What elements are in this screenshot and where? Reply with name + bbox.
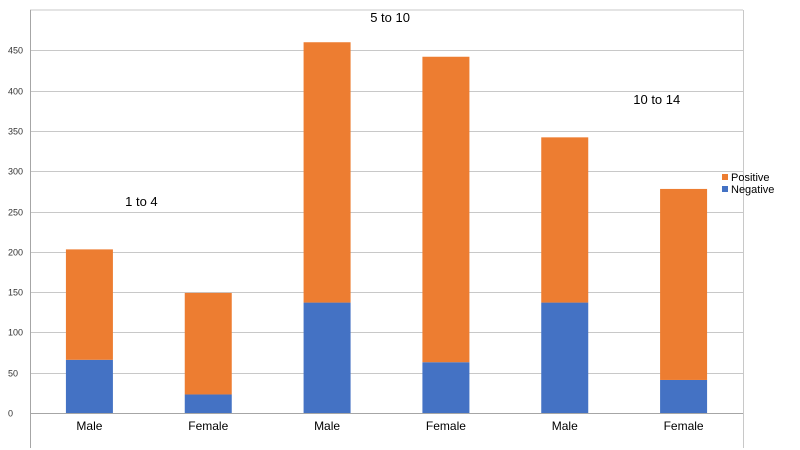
legend-label-negative: Negative — [731, 184, 774, 196]
y-tick-label: 200 — [8, 248, 23, 258]
axes — [30, 10, 744, 448]
group-label: 10 to 14 — [633, 92, 680, 107]
y-tick-label: 400 — [8, 87, 23, 97]
group-labels: 1 to 4 5 to 10 10 to 14 — [125, 10, 680, 209]
bar-positive — [184, 292, 232, 395]
x-tick-label: Female — [664, 419, 704, 433]
group-label: 1 to 4 — [125, 194, 158, 209]
y-tick-label: 0 — [8, 409, 13, 419]
x-tick-label: Female — [188, 419, 228, 433]
x-tick-label: Male — [76, 419, 102, 433]
y-tick-label: 50 — [8, 369, 18, 379]
y-tick-label: 300 — [8, 167, 23, 177]
bar-negative — [65, 359, 113, 413]
y-tick-label: 150 — [8, 288, 23, 298]
bar-negative — [303, 302, 351, 413]
bar-negative — [660, 379, 708, 413]
x-tick-label: Female — [426, 419, 466, 433]
x-axis-labels: Male Female Male Female Male Female — [76, 419, 704, 433]
bar-positive — [422, 56, 470, 363]
legend-swatch-negative — [722, 186, 728, 192]
legend-label-positive: Positive — [731, 172, 770, 184]
bar-negative — [184, 394, 232, 413]
bar-negative — [422, 362, 470, 413]
bar-positive — [303, 42, 351, 303]
bar-positive — [65, 249, 113, 360]
gridlines — [30, 9, 743, 374]
y-tick-label: 350 — [8, 127, 23, 137]
bar-positive — [541, 137, 589, 303]
y-axis-ticks: 0 50 100 150 200 250 300 350 400 450 — [8, 46, 23, 419]
x-tick-label: Male — [314, 419, 340, 433]
legend-swatch-positive — [722, 174, 728, 180]
y-tick-label: 250 — [8, 208, 23, 218]
bars — [65, 42, 708, 413]
bar-negative — [541, 302, 589, 413]
group-label: 5 to 10 — [370, 10, 410, 25]
x-tick-label: Male — [552, 419, 578, 433]
y-tick-label: 100 — [8, 328, 23, 338]
y-tick-label: 450 — [8, 46, 23, 56]
bar-positive — [660, 188, 708, 380]
